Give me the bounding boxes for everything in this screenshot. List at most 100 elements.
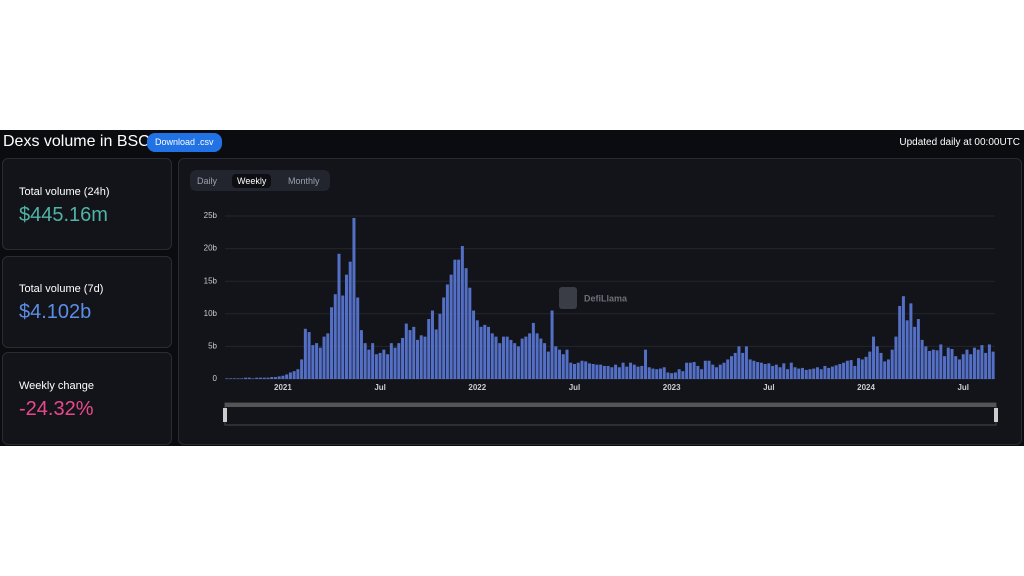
bar [595, 364, 599, 379]
zoom-handle[interactable] [994, 408, 998, 422]
bar [599, 364, 603, 379]
bar [748, 359, 752, 379]
bar [326, 333, 330, 379]
bar [236, 378, 240, 379]
bar [348, 261, 352, 379]
bar [318, 347, 322, 379]
bar [700, 369, 704, 379]
bar [247, 377, 251, 379]
bar [849, 360, 853, 379]
bar [647, 367, 651, 379]
bar [617, 367, 621, 379]
bar [494, 336, 498, 379]
bar [453, 259, 457, 379]
bar [288, 372, 292, 379]
bar [401, 337, 405, 379]
bar [438, 313, 442, 379]
bar [367, 349, 371, 379]
bar [430, 310, 434, 379]
bar [685, 362, 689, 379]
x-tick-label: 2023 [663, 383, 681, 392]
bar [890, 349, 894, 379]
bar [804, 369, 808, 379]
bar [860, 359, 864, 379]
bar [991, 351, 995, 379]
stat-card: Weekly change -24.32% [2, 352, 172, 445]
bar [602, 365, 606, 379]
tab-active[interactable]: Weekly [232, 174, 272, 188]
bar [767, 363, 771, 379]
stat-label: Total volume (24h) [19, 186, 110, 198]
y-tick-label: 15b [204, 276, 218, 285]
bar [853, 365, 857, 379]
bar [984, 352, 988, 379]
tab[interactable]: Daily [197, 176, 218, 186]
bar [498, 343, 502, 379]
bar [980, 345, 984, 379]
bar [621, 362, 625, 379]
bar [300, 359, 304, 379]
x-tick-label: 2022 [468, 383, 486, 392]
bar [303, 328, 307, 379]
bar [920, 339, 924, 379]
bar [655, 369, 659, 379]
bar [352, 217, 356, 379]
bar [987, 344, 991, 379]
bar [483, 324, 487, 379]
chart-panel [178, 158, 1022, 445]
bar [692, 362, 696, 379]
bar [677, 369, 681, 379]
bar [711, 364, 715, 379]
bar [868, 351, 872, 379]
bar [928, 350, 932, 379]
bar [905, 320, 909, 379]
bar [931, 349, 935, 379]
bar [404, 323, 408, 379]
download-button[interactable]: Download .csv [147, 133, 222, 152]
bar [397, 343, 401, 379]
bar [789, 362, 793, 379]
bar [408, 330, 412, 379]
bar [819, 369, 823, 379]
bar [782, 363, 786, 379]
bar [625, 366, 629, 379]
bar [550, 310, 554, 379]
bar [696, 365, 700, 379]
zoom-handle[interactable] [223, 408, 227, 422]
bar [965, 349, 969, 379]
bar [531, 322, 535, 379]
bar [778, 367, 782, 379]
bar [520, 338, 524, 379]
bar [457, 259, 461, 379]
bar [752, 360, 756, 379]
bar [262, 377, 266, 379]
bar [572, 364, 576, 379]
bar [423, 336, 427, 379]
bar [632, 364, 636, 379]
bar [898, 305, 902, 379]
bar [610, 367, 614, 379]
bar [961, 354, 965, 379]
bar [535, 333, 539, 379]
bar [662, 367, 666, 379]
bar [707, 360, 711, 379]
bar [834, 365, 838, 379]
bar [681, 371, 685, 379]
bar [333, 294, 337, 379]
bar [950, 349, 954, 379]
bar [957, 359, 961, 379]
bar [229, 378, 233, 379]
bar [509, 339, 513, 379]
bar [939, 344, 943, 379]
bar [427, 319, 431, 379]
bar [543, 343, 547, 379]
bar [569, 362, 573, 379]
bar [307, 332, 311, 379]
bar [658, 368, 662, 379]
bar [259, 377, 263, 379]
bar [812, 368, 816, 379]
bar [554, 346, 558, 379]
tab[interactable]: Monthly [288, 176, 320, 186]
bar [576, 362, 580, 379]
